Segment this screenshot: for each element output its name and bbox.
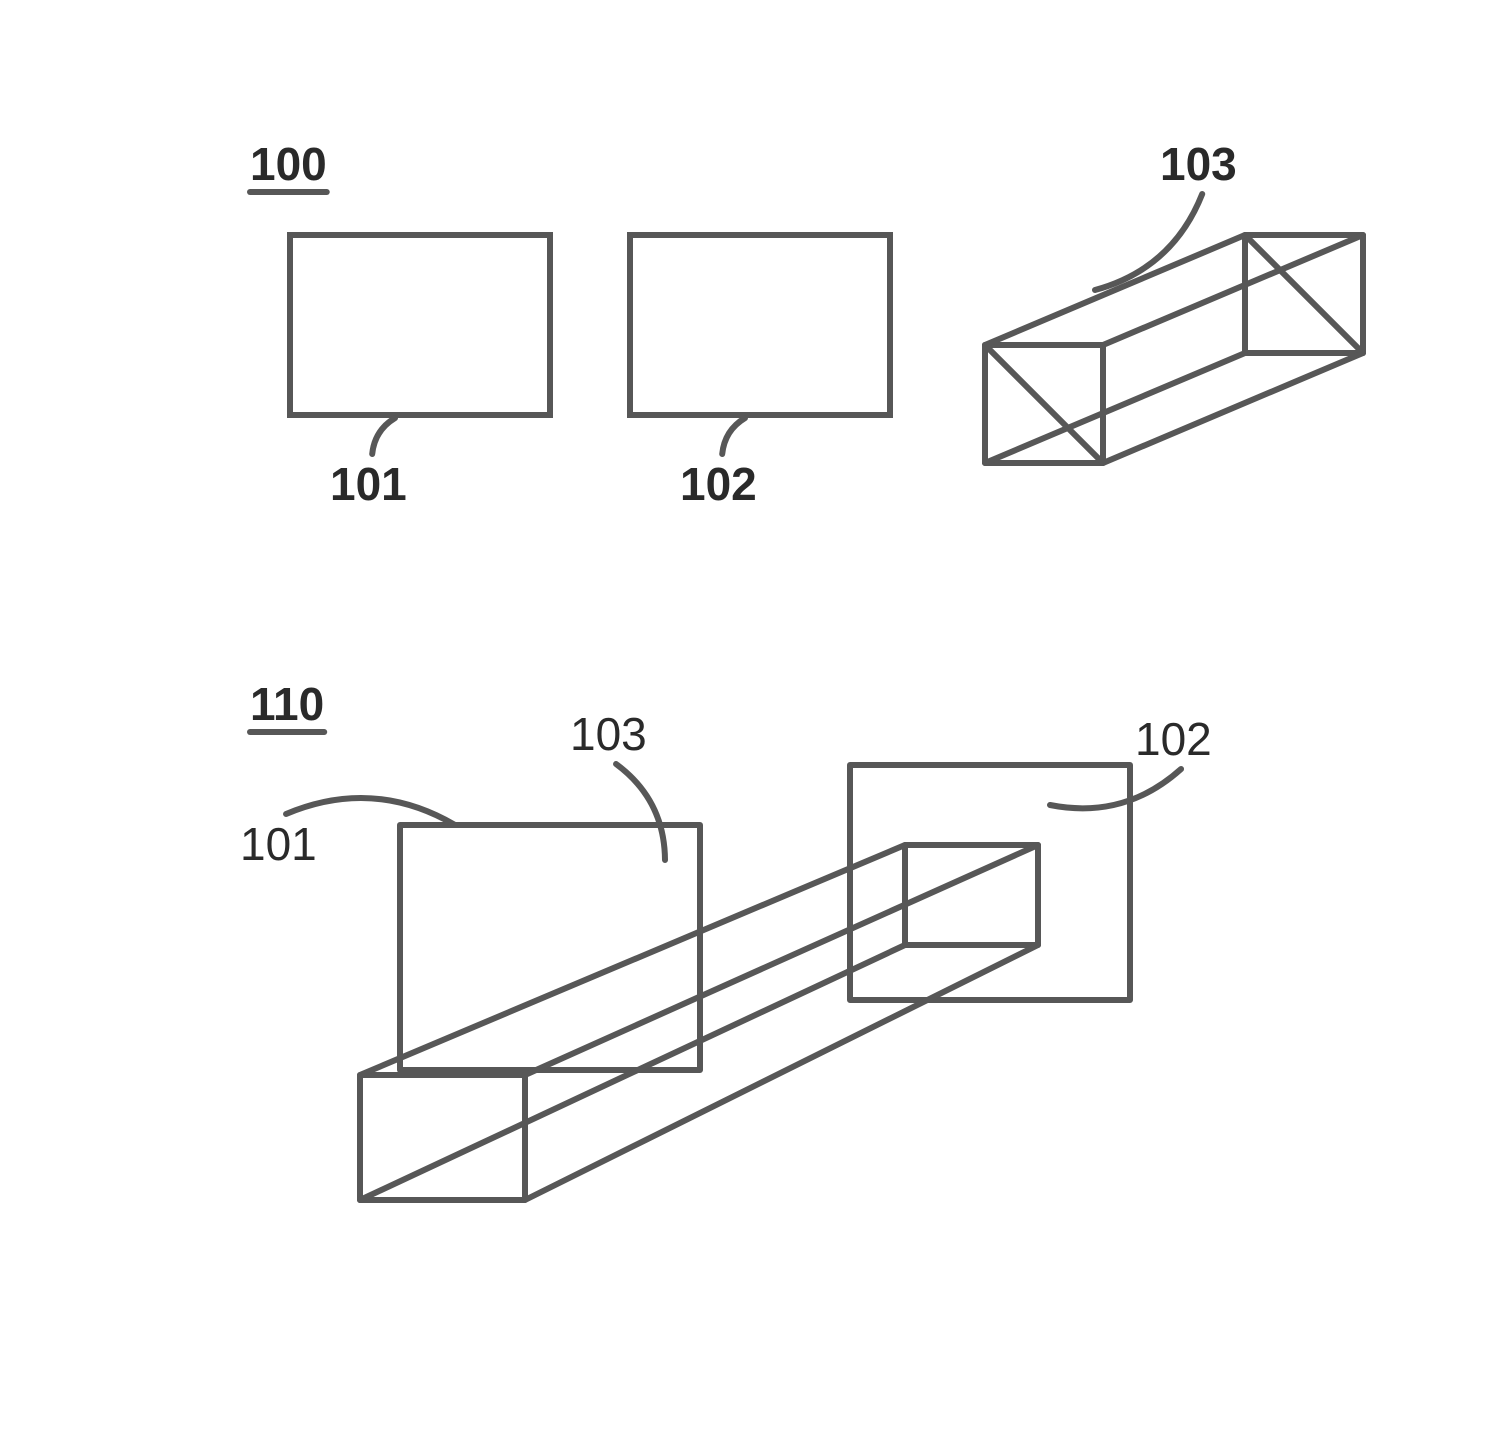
label-101: 101 — [330, 458, 407, 510]
label-101-b: 101 — [240, 818, 317, 870]
shape-103 — [985, 235, 1363, 463]
label-103-b: 103 — [570, 708, 647, 760]
figure-100-title: 100 — [250, 138, 327, 190]
shape-101 — [290, 235, 550, 415]
label-102: 102 — [680, 458, 757, 510]
figure-110: 110 101 103 102 — [240, 678, 1212, 1200]
label-102-b: 102 — [1135, 713, 1212, 765]
panel-102 — [850, 765, 1130, 1000]
figure-110-title: 110 — [250, 678, 324, 730]
label-103: 103 — [1160, 138, 1237, 190]
shape-102 — [630, 235, 890, 415]
figure-100: 100 101 102 103 — [250, 138, 1363, 510]
